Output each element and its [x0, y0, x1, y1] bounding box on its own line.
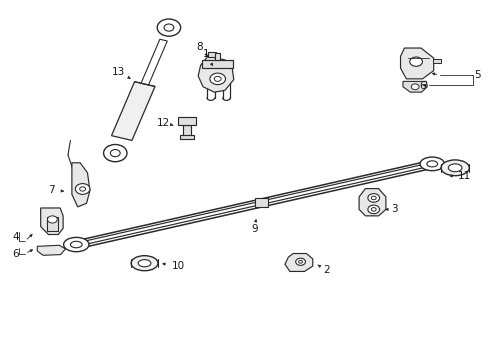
- Ellipse shape: [419, 157, 444, 171]
- Ellipse shape: [131, 256, 158, 271]
- Circle shape: [103, 144, 127, 162]
- Text: 13: 13: [112, 67, 125, 77]
- Text: 10: 10: [172, 261, 185, 271]
- Polygon shape: [198, 56, 233, 92]
- Bar: [178, 117, 195, 125]
- Ellipse shape: [70, 241, 82, 248]
- Circle shape: [214, 76, 221, 81]
- Bar: [202, 59, 233, 68]
- Text: 5: 5: [474, 70, 480, 80]
- Polygon shape: [400, 48, 433, 79]
- Ellipse shape: [447, 164, 461, 172]
- Ellipse shape: [138, 260, 151, 267]
- Text: 11: 11: [457, 171, 470, 181]
- Circle shape: [409, 57, 422, 66]
- Circle shape: [370, 196, 375, 200]
- Polygon shape: [285, 253, 312, 271]
- Text: 12: 12: [157, 118, 170, 128]
- Polygon shape: [111, 82, 155, 140]
- Polygon shape: [141, 39, 167, 85]
- Bar: [255, 198, 267, 207]
- Circle shape: [295, 258, 305, 265]
- Circle shape: [370, 208, 375, 211]
- Polygon shape: [402, 81, 427, 92]
- Circle shape: [157, 19, 180, 36]
- Text: 4: 4: [13, 232, 19, 242]
- Circle shape: [47, 216, 57, 223]
- Polygon shape: [41, 208, 63, 234]
- Circle shape: [298, 260, 302, 263]
- Polygon shape: [37, 245, 65, 255]
- Polygon shape: [72, 163, 90, 207]
- Ellipse shape: [426, 161, 437, 167]
- Bar: [215, 53, 220, 60]
- Circle shape: [110, 149, 120, 157]
- Bar: [183, 125, 190, 136]
- Circle shape: [367, 205, 379, 214]
- Circle shape: [367, 194, 379, 202]
- Bar: [47, 217, 58, 231]
- Text: 3: 3: [390, 204, 397, 215]
- Text: 7: 7: [48, 185, 55, 195]
- Text: 6: 6: [13, 249, 19, 259]
- Polygon shape: [432, 59, 440, 63]
- Circle shape: [80, 187, 85, 191]
- Ellipse shape: [63, 237, 89, 252]
- Text: 8: 8: [196, 42, 203, 52]
- Text: 9: 9: [250, 225, 257, 234]
- Circle shape: [163, 24, 173, 31]
- Text: 6: 6: [418, 81, 425, 91]
- Polygon shape: [358, 189, 385, 216]
- Text: 1: 1: [203, 49, 209, 59]
- Circle shape: [410, 84, 418, 90]
- Bar: [179, 135, 194, 139]
- Text: 2: 2: [323, 265, 329, 275]
- Ellipse shape: [440, 160, 468, 176]
- Polygon shape: [207, 51, 216, 57]
- Circle shape: [75, 184, 90, 194]
- Circle shape: [209, 73, 225, 85]
